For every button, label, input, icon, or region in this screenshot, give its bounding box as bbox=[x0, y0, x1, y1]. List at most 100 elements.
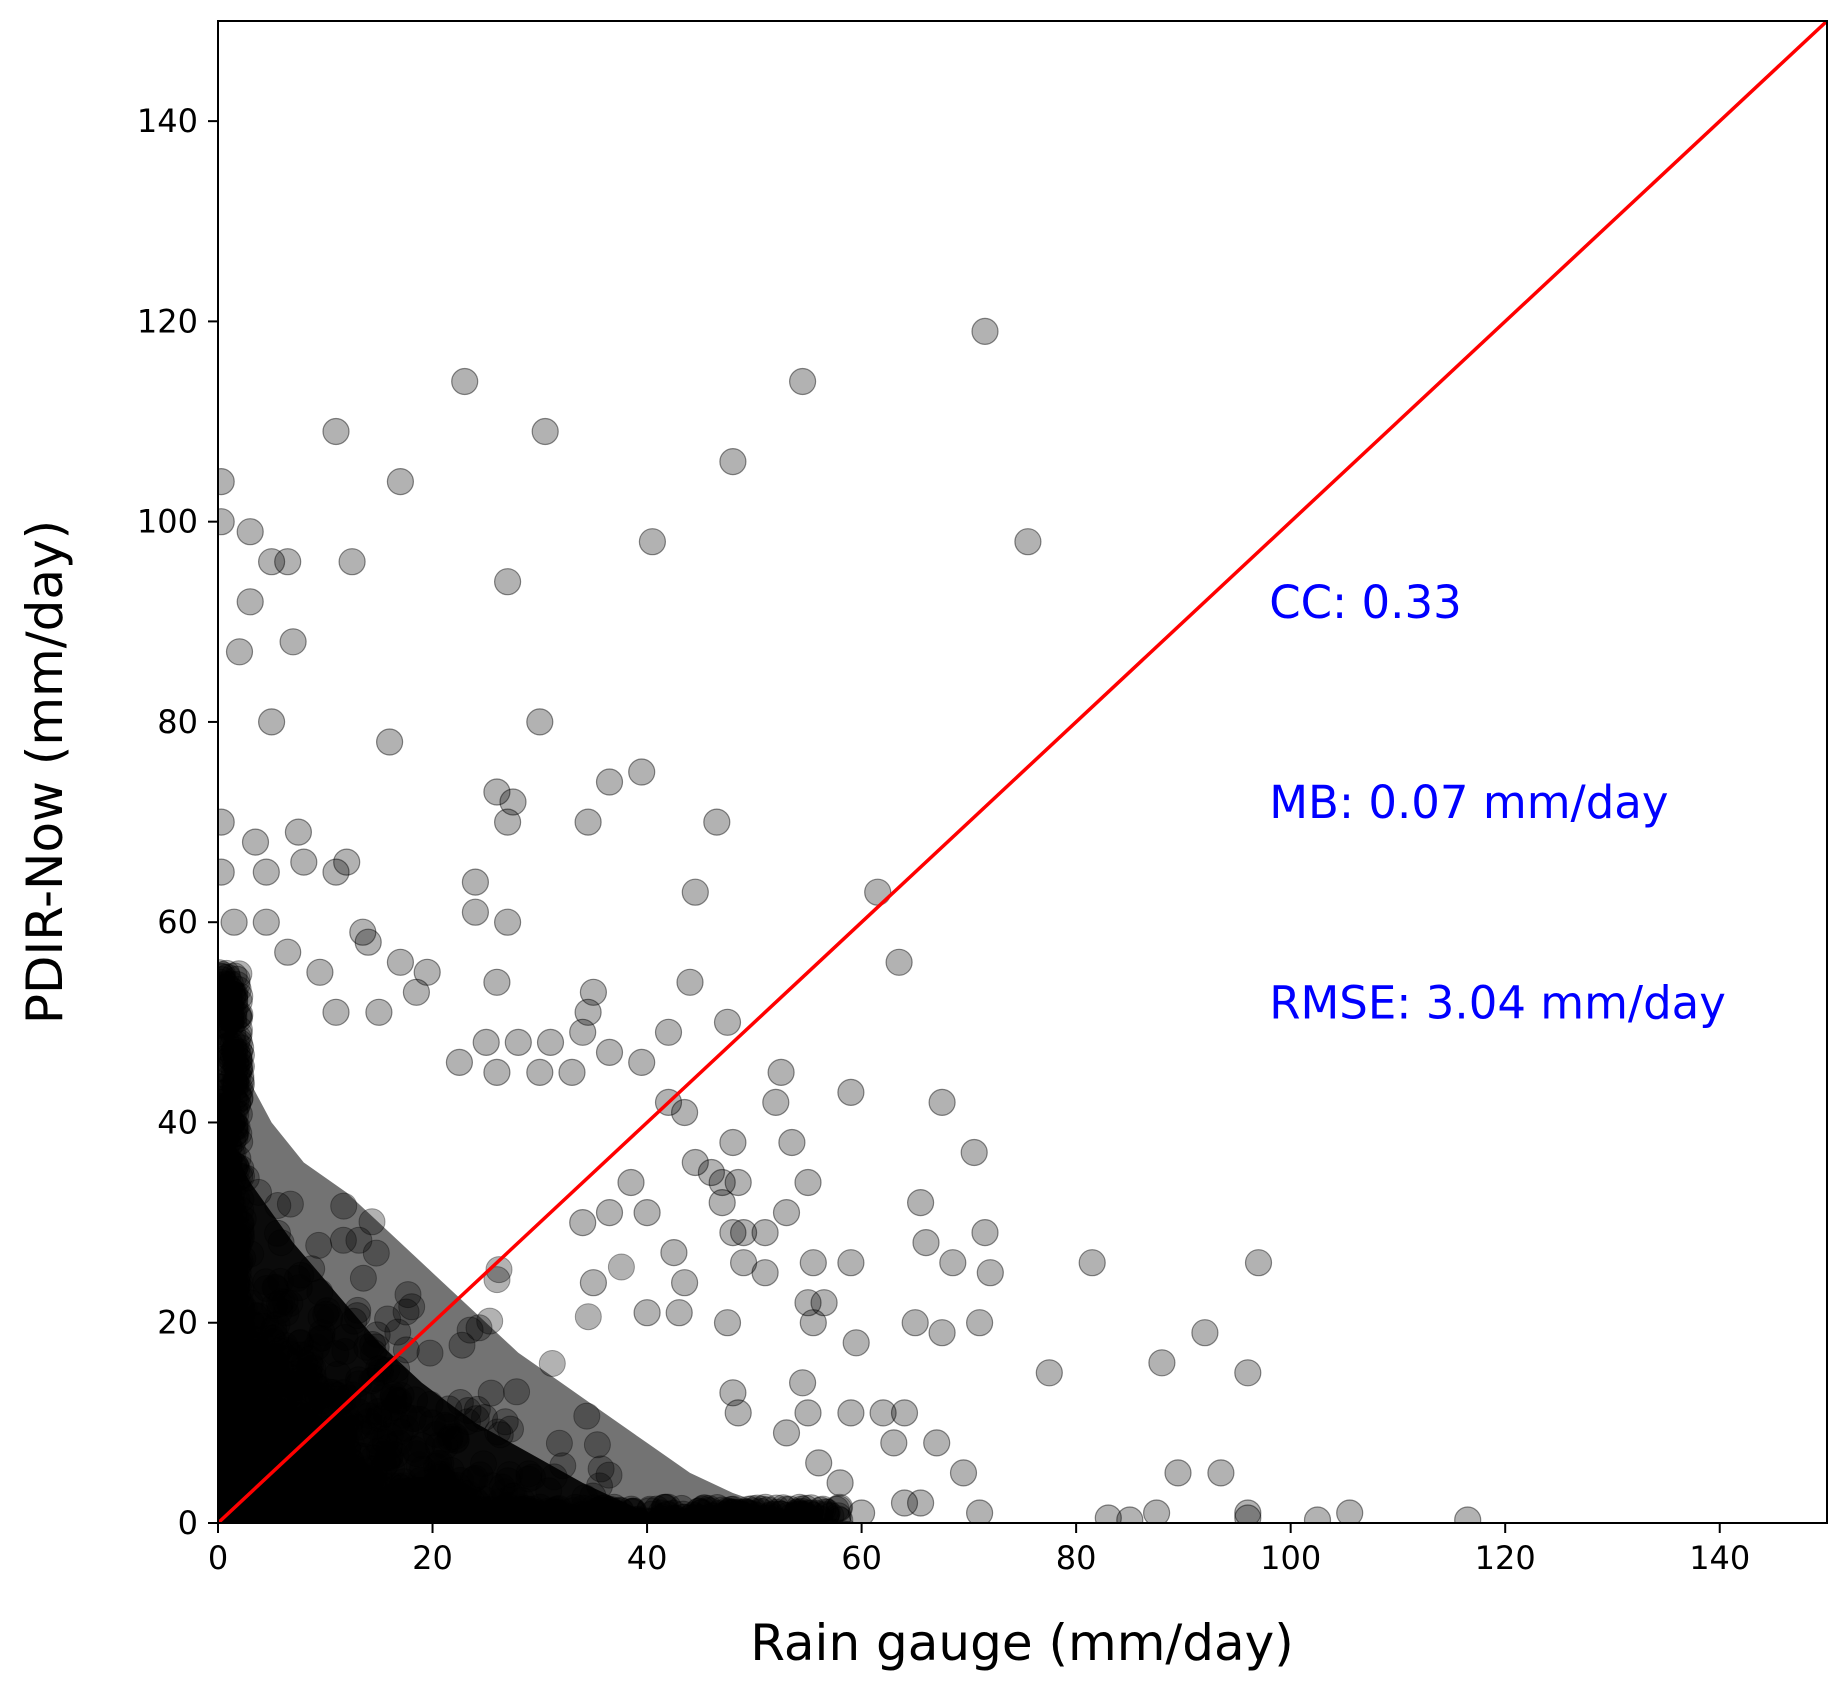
scatter-point-dense bbox=[218, 978, 238, 1006]
scatter-point bbox=[901, 1309, 929, 1337]
scatter-point bbox=[906, 1489, 935, 1517]
scatter-point bbox=[1191, 1319, 1219, 1347]
scatter-point-dense bbox=[218, 966, 236, 994]
scatter-point bbox=[1143, 1499, 1171, 1523]
scatter-point bbox=[880, 1429, 908, 1457]
scatter-point bbox=[574, 998, 602, 1026]
scatter-point-dense bbox=[218, 985, 238, 1012]
y-axis-title: PDIR-Now (mm/day) bbox=[16, 520, 74, 1024]
scatter-point-dense bbox=[218, 977, 246, 1005]
scatter-point bbox=[633, 1299, 661, 1327]
x-tick-label: 120 bbox=[1475, 1539, 1536, 1577]
scatter-point-dense bbox=[226, 982, 254, 1010]
scatter-point-dense bbox=[813, 1498, 841, 1523]
scatter-point bbox=[220, 908, 248, 936]
scatter-point bbox=[633, 1198, 661, 1227]
scatter-point bbox=[413, 958, 441, 986]
scatter-point bbox=[805, 1449, 833, 1477]
scatter-point bbox=[218, 858, 235, 886]
scatter-point bbox=[1303, 1506, 1332, 1523]
scatter-point bbox=[349, 918, 377, 946]
scatter-point bbox=[799, 1309, 827, 1337]
scatter-point-dense bbox=[218, 970, 239, 998]
stat-annotation: MB: 0.07 mm/day bbox=[1269, 776, 1668, 829]
scatter-point bbox=[923, 1429, 951, 1457]
scatter-point-dense bbox=[221, 981, 249, 1008]
scatter-point bbox=[1078, 1249, 1106, 1277]
scatter-point-dense bbox=[218, 988, 239, 1016]
scatter-point-dense bbox=[218, 991, 245, 1019]
scatter-point bbox=[595, 1038, 624, 1067]
scatter-point-dense bbox=[218, 973, 234, 1001]
scatter-point-dense bbox=[218, 986, 237, 1014]
scatter-point bbox=[713, 1008, 742, 1036]
scatter-point bbox=[526, 1058, 554, 1087]
scatter-point bbox=[483, 968, 511, 996]
scatter-point bbox=[729, 1218, 758, 1247]
y-tick-label: 100 bbox=[137, 503, 198, 541]
scatter-point bbox=[531, 417, 559, 446]
scatter-point-dense bbox=[574, 1303, 602, 1331]
scatter-point bbox=[526, 708, 554, 736]
scatter-point bbox=[322, 858, 350, 886]
scatter-point bbox=[483, 1058, 511, 1087]
scatter-point-dense bbox=[221, 994, 249, 1022]
scatter-point bbox=[1116, 1506, 1144, 1523]
scatter-point bbox=[1014, 528, 1042, 556]
scatter-point bbox=[729, 1249, 758, 1277]
scatter-point-dense bbox=[218, 984, 243, 1012]
scatter-point bbox=[971, 1218, 999, 1247]
scatter-point-dense bbox=[218, 968, 234, 996]
x-tick-label: 140 bbox=[1689, 1539, 1750, 1577]
scatter-point bbox=[322, 998, 350, 1026]
scatter-point bbox=[906, 1188, 935, 1217]
x-axis-title: Rain gauge (mm/day) bbox=[750, 1614, 1293, 1672]
scatter-point bbox=[252, 858, 280, 886]
scatter-point bbox=[762, 1088, 790, 1117]
scatter-point bbox=[708, 1188, 736, 1217]
scatter-point bbox=[751, 1259, 779, 1287]
scatter-point bbox=[628, 1048, 656, 1077]
reference-line-group bbox=[218, 21, 1827, 1523]
x-tick-label: 0 bbox=[208, 1539, 228, 1577]
scatter-point-dense bbox=[812, 1498, 839, 1523]
y-tick-label: 80 bbox=[157, 703, 198, 741]
scatter-point bbox=[842, 1329, 870, 1357]
scatter-point bbox=[579, 978, 608, 1006]
stat-annotation: CC: 0.33 bbox=[1269, 576, 1462, 629]
x-tick-label: 60 bbox=[841, 1539, 882, 1577]
stat-annotation: RMSE: 3.04 mm/day bbox=[1269, 976, 1726, 1029]
dense-point-cluster bbox=[218, 959, 862, 1523]
plot-frame bbox=[217, 20, 1828, 1524]
scatter-point-dense bbox=[218, 974, 233, 1002]
scatter-point-dense bbox=[218, 988, 238, 1016]
scatter-points bbox=[218, 317, 1482, 1523]
scatter-point bbox=[724, 1399, 752, 1427]
scatter-point bbox=[794, 1289, 822, 1317]
scatter-point bbox=[772, 1198, 801, 1227]
scatter-point bbox=[660, 1238, 688, 1267]
scatter-point bbox=[912, 1228, 940, 1257]
scatter-point bbox=[322, 417, 350, 446]
scatter-point bbox=[1234, 1499, 1262, 1523]
scatter-point-dense bbox=[538, 1350, 566, 1377]
scatter-point bbox=[719, 1379, 747, 1407]
scatter-point bbox=[279, 628, 307, 656]
scatter-point bbox=[697, 1158, 726, 1187]
scatter-point-dense bbox=[218, 963, 236, 991]
scatter-point bbox=[569, 1018, 597, 1046]
scatter-point bbox=[365, 998, 393, 1026]
scatter-point bbox=[799, 1249, 827, 1277]
scatter-point bbox=[638, 528, 667, 556]
scatter-point bbox=[290, 848, 318, 876]
scatter-point bbox=[569, 1208, 597, 1237]
scatter-point bbox=[499, 788, 527, 816]
scatter-point-dense bbox=[219, 982, 247, 1010]
scatter-point-dense bbox=[483, 1266, 511, 1294]
scatter-point bbox=[885, 948, 913, 976]
scatter-point bbox=[402, 978, 430, 1006]
scatter-point bbox=[558, 1058, 586, 1087]
scatter-point bbox=[274, 938, 302, 966]
scatter-point-dense bbox=[218, 977, 237, 1005]
